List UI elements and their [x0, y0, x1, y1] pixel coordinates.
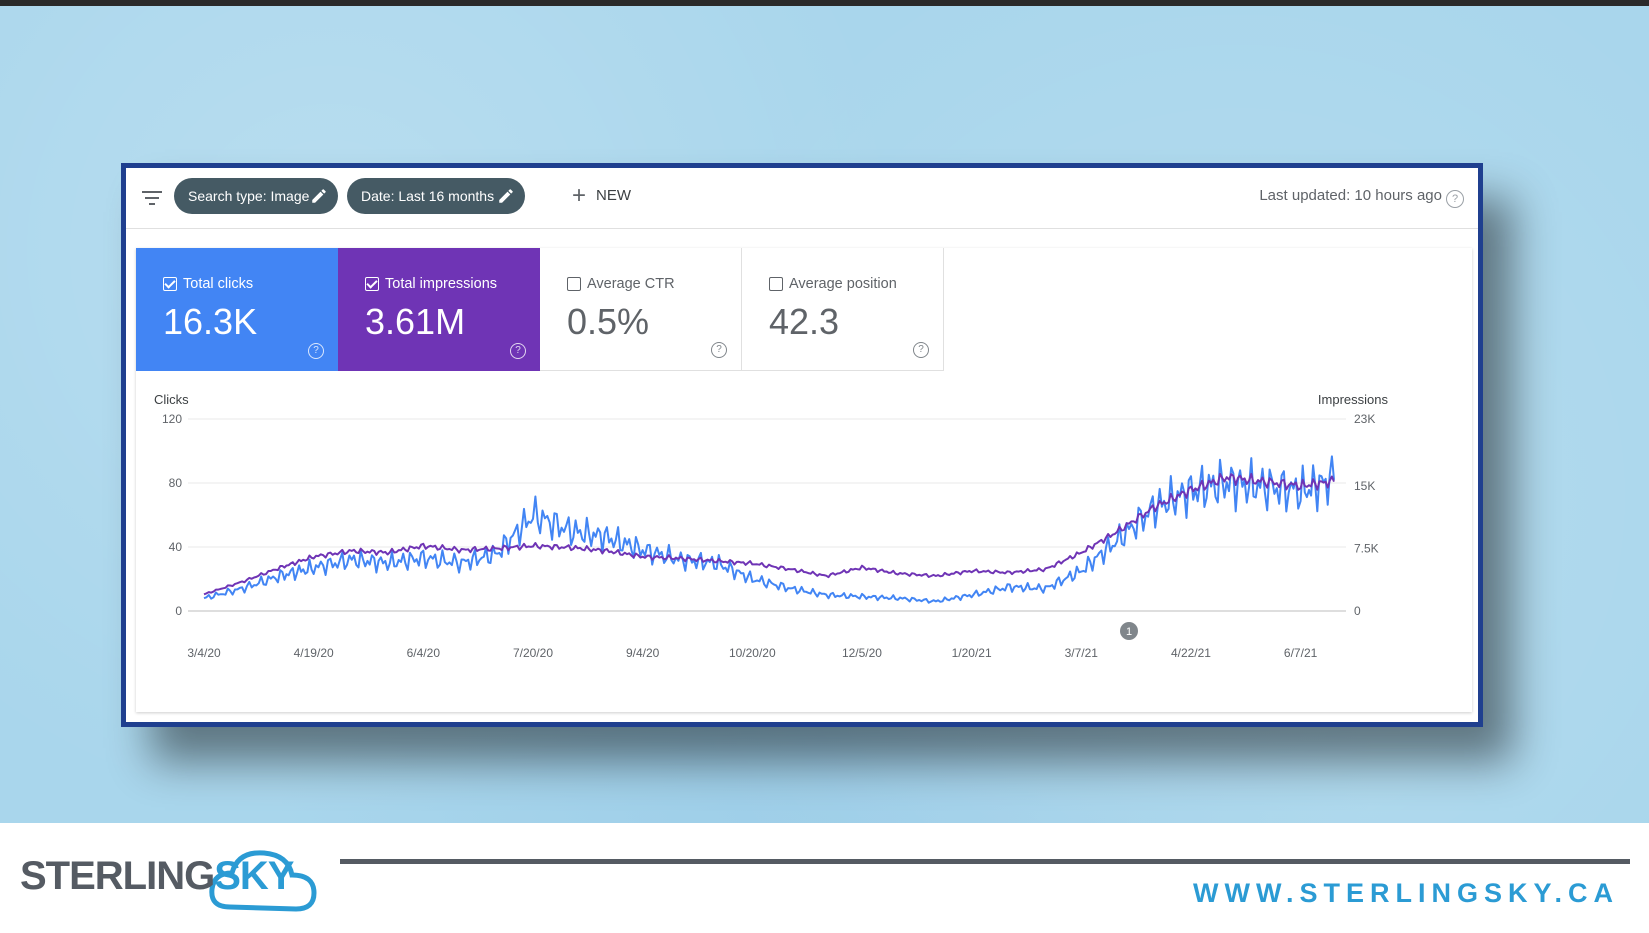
y2-tick-label: 0 [1354, 604, 1361, 618]
y2-axis-ticks: 23K 15K 7.5K 0 [1354, 412, 1379, 618]
x-tick-label: 4/19/20 [294, 646, 334, 660]
website-url[interactable]: WWW.STERLINGSKY.CA [1193, 878, 1619, 908]
y-tick-label: 40 [169, 540, 183, 554]
y2-tick-label: 7.5K [1354, 541, 1379, 555]
metric-value: 3.61M [365, 301, 466, 342]
x-tick-label: 10/20/20 [729, 646, 776, 660]
metric-label: Total impressions [385, 276, 498, 292]
annotation-label: 1 [1126, 626, 1132, 638]
help-icon[interactable]: ? [711, 342, 727, 358]
new-filter-button[interactable]: + NEW [572, 178, 631, 214]
y-tick-label: 80 [169, 476, 183, 490]
metric-total-impressions[interactable]: Total impressions 3.61M ? [338, 248, 540, 371]
checkbox-icon[interactable] [769, 277, 783, 291]
checkbox-icon[interactable] [365, 277, 379, 291]
metric-total-clicks[interactable]: Total clicks 16.3K ? [136, 248, 338, 371]
annotation-marker[interactable]: 1 [1120, 622, 1138, 640]
x-tick-label: 6/4/20 [407, 646, 441, 660]
date-range-chip[interactable]: Date: Last 16 months [347, 178, 525, 214]
y-tick-label: 120 [162, 412, 182, 426]
date-range-chip-label: Date: Last 16 months [361, 188, 495, 204]
footer: STERLINGSKY WWW.STERLINGSKY.CA [0, 823, 1649, 933]
y-axis-ticks: 120 80 40 0 [162, 412, 182, 618]
annotation-circle[interactable] [1120, 622, 1138, 640]
metric-value: 42.3 [769, 301, 840, 342]
series-line-clicks [203, 455, 1335, 604]
filter-icon[interactable] [140, 186, 164, 210]
cloud-icon [209, 850, 317, 912]
chart-grid [188, 418, 1346, 612]
top-border [0, 0, 1649, 6]
help-icon[interactable]: ? [308, 343, 324, 359]
logo-text-accent: SKY [214, 854, 295, 898]
search-type-chip[interactable]: Search type: Image [174, 178, 338, 214]
x-tick-label: 9/4/20 [626, 646, 660, 660]
pencil-icon [499, 189, 513, 203]
checkbox-icon[interactable] [163, 277, 177, 291]
help-icon[interactable]: ? [510, 343, 526, 359]
pencil-icon [312, 189, 326, 203]
x-tick-label: 7/20/20 [513, 646, 553, 660]
metric-value: 0.5% [567, 301, 650, 342]
metric-average-position[interactable]: Average position 42.3 ? [742, 248, 944, 371]
metric-value: 16.3K [163, 301, 258, 342]
last-updated: Last updated: 10 hours ago? [1259, 178, 1464, 214]
metric-average-ctr[interactable]: Average CTR 0.5% ? [540, 248, 742, 371]
footer-divider [340, 859, 1630, 864]
search-type-chip-label: Search type: Image [188, 188, 310, 204]
logo-text: STERLINGSKY [20, 854, 295, 898]
plus-icon: + [572, 182, 587, 209]
x-tick-label: 3/7/21 [1065, 646, 1099, 660]
metric-label: Total clicks [183, 276, 254, 292]
help-icon[interactable]: ? [913, 342, 929, 358]
y2-axis-title: Impressions [1318, 392, 1389, 407]
performance-card: Total clicks 16.3K ? Total impressions 3… [136, 248, 1472, 712]
help-icon[interactable]: ? [1446, 190, 1464, 208]
y-axis-title: Clicks [154, 392, 189, 407]
y-tick-label: 0 [175, 604, 182, 618]
x-tick-label: 3/4/20 [187, 646, 221, 660]
series-line-impressions [203, 472, 1335, 596]
chart-series [203, 455, 1335, 604]
x-tick-label: 6/7/21 [1284, 646, 1318, 660]
x-tick-label: 4/22/21 [1171, 646, 1211, 660]
x-tick-label: 12/5/20 [842, 646, 882, 660]
search-console-panel: Search type: Image Date: Last 16 months … [121, 163, 1483, 727]
x-tick-label: 1/20/21 [952, 646, 992, 660]
new-filter-label: NEW [596, 187, 632, 204]
metric-label: Average CTR [587, 276, 675, 292]
y2-tick-label: 23K [1354, 412, 1375, 426]
metric-label: Average position [789, 276, 897, 292]
y2-tick-label: 15K [1354, 479, 1375, 493]
checkbox-icon[interactable] [567, 277, 581, 291]
last-updated-text: Last updated: 10 hours ago [1259, 187, 1442, 204]
filter-toolbar: Search type: Image Date: Last 16 months … [126, 168, 1478, 229]
x-axis-ticks: 3/4/20 4/19/20 6/4/20 7/20/20 9/4/20 10/20/20… [187, 646, 1317, 660]
logo-text-main: STERLING [20, 854, 214, 898]
sterlingsky-logo: STERLINGSKY [20, 850, 317, 912]
